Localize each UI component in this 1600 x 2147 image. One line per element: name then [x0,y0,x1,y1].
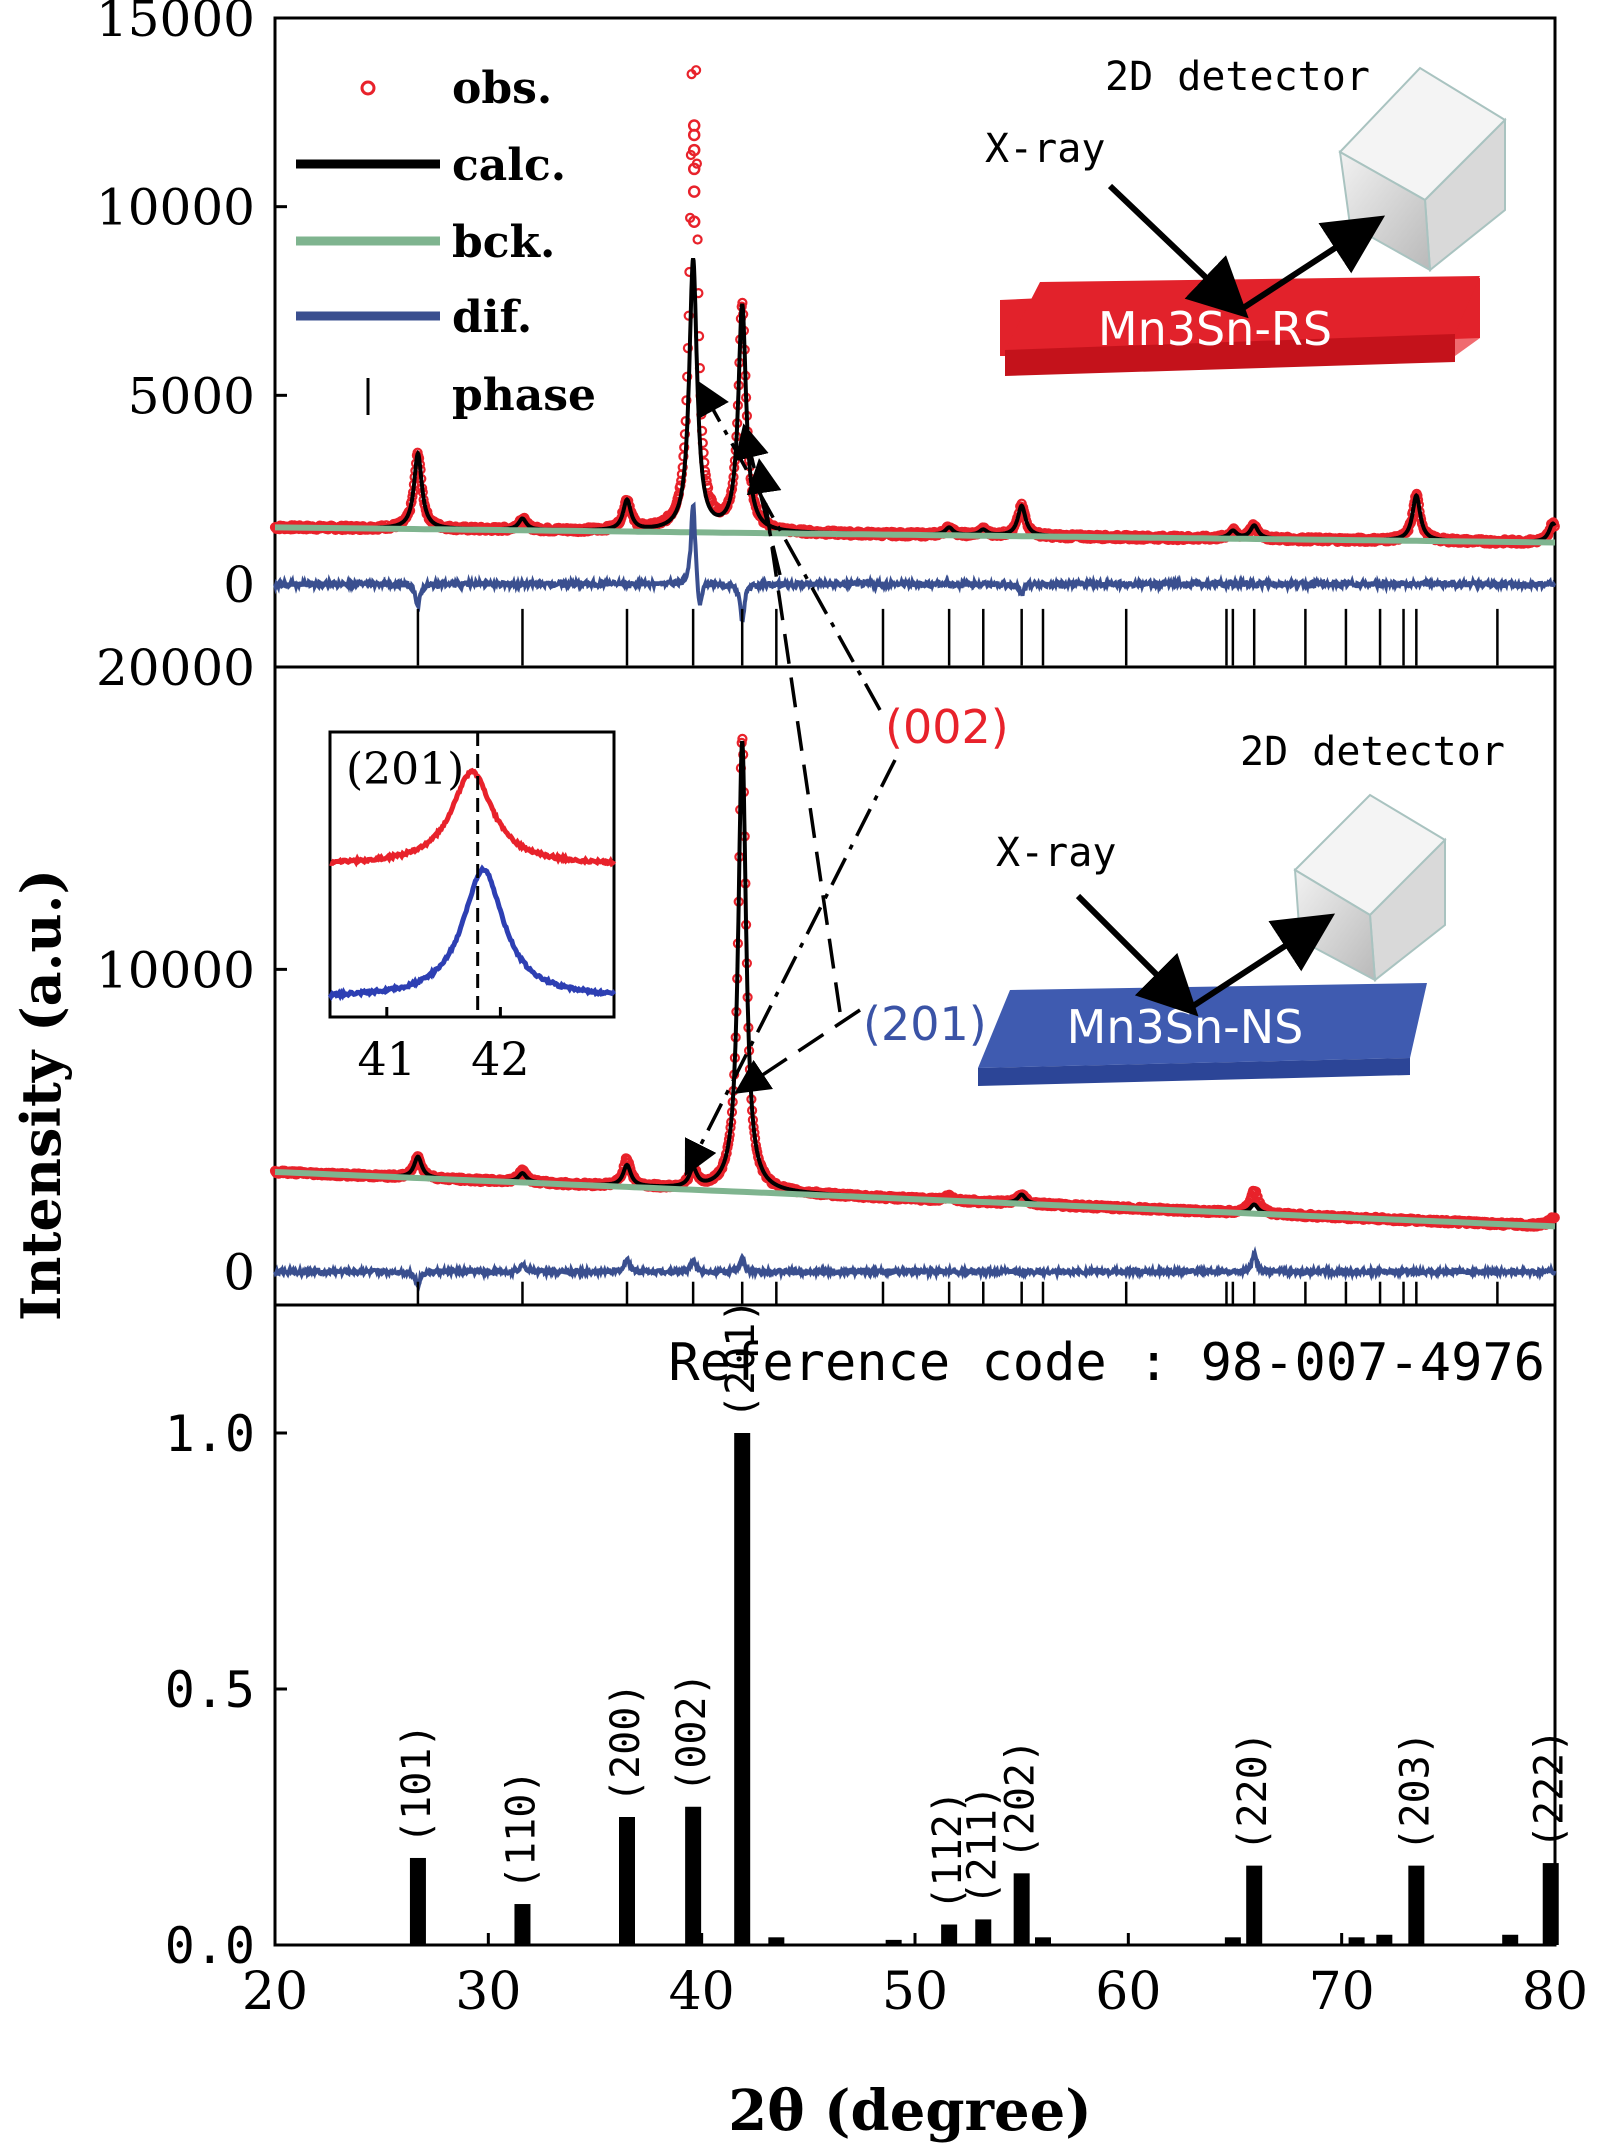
ref-bar [1246,1865,1263,1945]
ref-xtick-label: 60 [1095,1962,1161,2022]
ref-bar [409,1857,426,1945]
ref-bar [941,1924,958,1945]
ref-frame [273,1303,1557,1947]
ref-bar-label: (222) [1527,1729,1573,1849]
ref-bar [1035,1937,1051,1945]
panel-rs: 0 5000 10000 15000 [96,0,1560,669]
y-axis-label: Intensity (a.u.) [9,869,73,1321]
inset-201: 41 42 (201) [327,730,617,1086]
ref-bar [734,1433,751,1945]
rs-obs-point [687,119,701,132]
ref-bar [885,1939,902,1945]
legend-calc-label: calc. [452,140,566,191]
ref-bar-label: (203) [1392,1731,1438,1851]
inset-xtick-label: 41 [358,1032,417,1086]
rs-ytick-label: 10000 [96,179,255,237]
inset-xtick-label: 42 [471,1032,530,1086]
ns-ytick-label: 10000 [96,941,255,999]
ns-detector-label: 2D detector [1240,729,1505,775]
legend-obs-marker [360,80,376,96]
rs-obs-point [687,143,701,157]
ref-bar [1376,1934,1393,1945]
legend-dif-label: dif. [452,292,532,343]
ref-bar [685,1806,702,1945]
rs-bck-series [274,524,1556,546]
legend-obs-label: obs. [452,63,552,114]
arrow-002-ns [684,759,897,1177]
rs-ytick-label: 15000 [96,0,255,48]
panel-ns: 0 10000 20000 [96,639,1560,1307]
ref-bar [1224,1937,1241,1945]
ref-bar-label: (101) [394,1724,440,1844]
rs-ytick-label: 5000 [128,367,255,425]
ref-xtick-label: 70 [1309,1962,1375,2022]
schematic-rs: Mn3Sn-RS 2D detector X-ray [985,54,1507,376]
ns-ytick-label: 0 [223,1244,255,1302]
ref-bar [514,1904,531,1945]
schematic-ns: Mn3Sn-NS 2D detector X-ray [978,729,1505,1086]
ref-ytick-label: 0.5 [165,1661,255,1719]
ref-bar [975,1919,992,1945]
rs-obs-point [687,185,701,198]
ref-bar [1408,1865,1425,1945]
inset-annotation: (201) [346,744,464,795]
ref-xtick-label: 20 [242,1962,308,2022]
panel-reference: 0.00.51.020 30 40 50 60 70 80(101) (110)(200) (0… [165,1299,1588,2022]
rs-obs-point [687,215,701,229]
legend: obs. calc. bck. dif. phase [296,63,596,421]
ref-bar [619,1817,635,1945]
ns-bck-series [274,1169,1556,1230]
ref-bar-label: (220) [1230,1731,1276,1851]
ref-bar-label: (200) [603,1683,649,1803]
rs-detector-label: 2D detector [1105,54,1370,100]
label-201: (201) [863,997,987,1051]
arrow-201-rs [746,458,842,1013]
ns-sample-label: Mn3Sn-NS [1067,1000,1304,1054]
rs-dif-series [273,501,1557,623]
legend-phase-label: phase [452,370,596,421]
ref-bar-label: (202) [998,1739,1044,1859]
ref-xtick-label: 80 [1522,1962,1588,2022]
ref-ytick-label: 1.0 [165,1405,255,1463]
ref-bar [1542,1863,1559,1945]
ref-xtick-label: 40 [669,1962,735,2022]
ref-bar [1502,1934,1519,1945]
ref-bar [768,1937,785,1945]
rs-sample-label: Mn3Sn-RS [1098,302,1332,356]
rs-obs-point [687,162,701,176]
ref-bar-label: (110) [498,1770,544,1890]
rs-xray-label: X-ray [985,126,1105,172]
rs-obs-point [692,234,703,245]
ref-xtick-label: 50 [882,1962,948,2022]
label-002: (002) [885,700,1009,754]
arrow-201-ns [734,1008,861,1094]
ref-xtick-label: 30 [455,1962,521,2022]
rs-obs-point [690,65,702,76]
ref-bar [1013,1873,1030,1945]
legend-bck-label: bck. [452,217,555,268]
ref-bar-label: (002) [669,1672,715,1792]
ns-ytick-label: 20000 [96,639,255,697]
ns-xray-label: X-ray [996,830,1116,876]
ns-dif-series [273,1246,1557,1292]
ref-bar [1348,1937,1365,1945]
rs-ytick-label: 0 [223,556,255,614]
x-axis-label: 2θ (degree) [728,2078,1092,2144]
reference-code: Reference code : 98-007-4976 [668,1333,1545,1393]
